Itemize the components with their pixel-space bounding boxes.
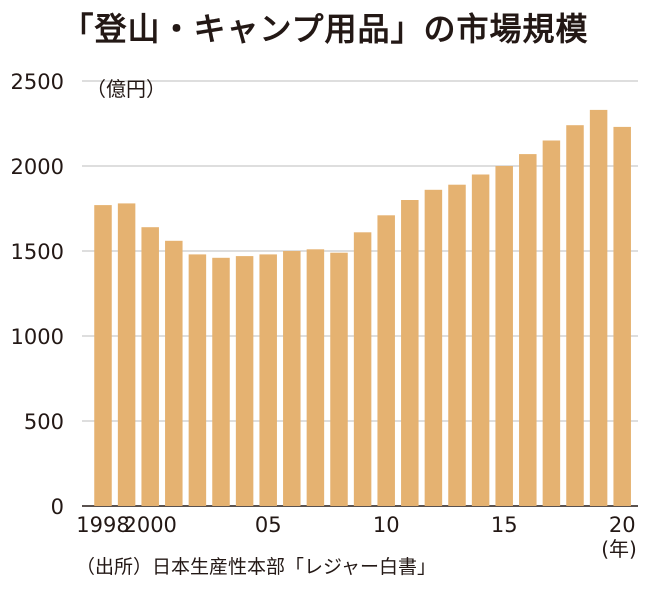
x-unit-label: (年) bbox=[601, 537, 637, 561]
y-tick-label: 2000 bbox=[11, 155, 64, 179]
bar-2012 bbox=[424, 189, 443, 507]
bar-2003 bbox=[212, 257, 230, 506]
x-tick-label: 05 bbox=[255, 513, 282, 537]
y-tick-label: 1500 bbox=[11, 240, 64, 264]
bar-2020 bbox=[613, 126, 631, 507]
x-tick-label: 1998 bbox=[76, 513, 129, 537]
y-tick-label: 0 bbox=[51, 495, 64, 519]
bar-2016 bbox=[519, 154, 537, 506]
x-tick-label: 10 bbox=[373, 513, 400, 537]
bar-2011 bbox=[401, 200, 419, 506]
bar-2013 bbox=[448, 184, 466, 506]
bar-2007 bbox=[306, 249, 325, 507]
bar-2002 bbox=[188, 254, 207, 506]
x-tick-label: 20 bbox=[609, 513, 636, 537]
bar-1998 bbox=[94, 205, 112, 506]
bar-2006 bbox=[283, 251, 301, 506]
y-unit-label: （億円） bbox=[86, 77, 166, 101]
bar-2008 bbox=[330, 252, 348, 506]
bars bbox=[94, 109, 631, 507]
bar-2009 bbox=[353, 232, 372, 507]
bar-2005 bbox=[259, 254, 277, 506]
x-tick-label: 2000 bbox=[123, 513, 176, 537]
y-tick-labels: 0 500 1000 1500 2000 2500 bbox=[11, 70, 64, 519]
bar-2004 bbox=[235, 256, 254, 506]
bar-2001 bbox=[165, 240, 183, 507]
x-tick-label: 15 bbox=[491, 513, 518, 537]
bar-2014 bbox=[471, 174, 490, 506]
bar-2010 bbox=[377, 215, 395, 507]
chart-title: 「登山・キャンプ用品」の市場規模 bbox=[61, 10, 589, 48]
y-tick-label: 1000 bbox=[11, 325, 64, 349]
bar-2019 bbox=[589, 109, 608, 507]
y-tick-label: 2500 bbox=[11, 70, 64, 94]
bar-2000 bbox=[141, 227, 159, 506]
bar-2018 bbox=[566, 125, 584, 506]
bar-2015 bbox=[495, 166, 513, 506]
bar-2017 bbox=[542, 140, 561, 506]
source-note: （出所）日本生産性本部「レジャー白書」 bbox=[76, 556, 437, 578]
bar-1999 bbox=[117, 203, 136, 506]
y-tick-label: 500 bbox=[24, 410, 64, 434]
